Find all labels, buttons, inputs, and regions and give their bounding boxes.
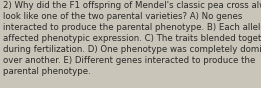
Text: 2) Why did the F1 offspring of Mendel's classic pea cross always
look like one o: 2) Why did the F1 offspring of Mendel's … (3, 1, 261, 76)
